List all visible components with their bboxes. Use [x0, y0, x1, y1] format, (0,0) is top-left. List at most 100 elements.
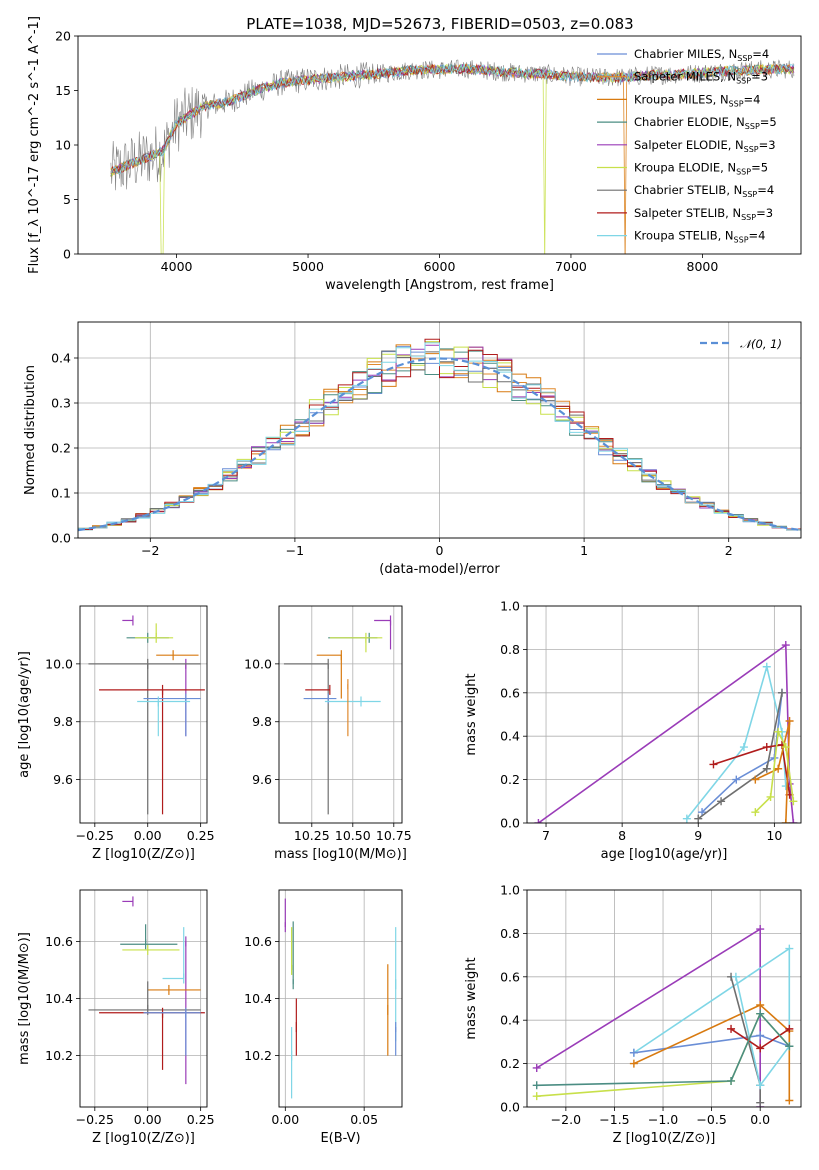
legend-subscript: SSP: [729, 99, 744, 108]
x-tick-label: −0.25: [76, 1112, 114, 1127]
series-line: [713, 743, 791, 795]
series-line: [701, 692, 783, 813]
axes-frame: [278, 605, 403, 824]
legend-entry: Kroupa STELIB, NSSP=4: [634, 229, 765, 245]
series-marker: [756, 925, 765, 934]
x-tick-label: 4000: [161, 259, 193, 274]
x-tick-label: −0.5: [696, 1112, 726, 1127]
series-marker: [777, 688, 786, 697]
panel-residuals: −2 −1 0 1 2 0.0 0.1 0.2 0.3 0.4 (data-model)/error…: [23, 321, 802, 577]
panel-age_vs_Z: −0.25 0.00 0.25 9.6 9.8 10.0 Z [log10(Z/Z⊙)] ag…: [17, 605, 215, 862]
x-tick-label: 10.25: [294, 828, 330, 843]
series-marker: [789, 819, 798, 823]
y-tick-label: 5: [63, 192, 71, 207]
legend-entry: Salpeter ELODIE, NSSP=3: [634, 138, 776, 154]
panel-spectrum: 4000 5000 6000 7000 8000 0 5 10 15 20 wavelength […: [27, 16, 802, 293]
x-tick-label: −1.0: [648, 1112, 678, 1127]
panel-massweight_vs_Z: −2.0 −1.5 −1.0 −0.5 0.0 0.0 0.2 0.4 0.6 0.8 1.0 Z […: [464, 883, 802, 1146]
series-marker: [756, 1009, 765, 1018]
x-axis-label: Z [log10(Z/Z⊙)]: [92, 1131, 195, 1146]
legend-subscript: SSP: [745, 122, 760, 131]
x-tick-label: 0.00: [134, 1112, 162, 1127]
legend-entry: 𝒩(0, 1): [740, 337, 782, 351]
series-marker: [762, 743, 771, 752]
x-tick-label: 0.00: [271, 1112, 299, 1127]
y-tick-label: 10.6: [244, 934, 272, 949]
y-tick-label: 0.8: [500, 926, 520, 941]
y-axis-label: mass weight: [464, 957, 479, 1039]
y-axis-label: mass [log10(M/M⊙)]: [17, 932, 32, 1065]
series-marker: [751, 775, 760, 784]
x-axis-label: (data-model)/error: [379, 562, 500, 577]
axes-frame: [79, 605, 208, 824]
axes-frame: [526, 889, 802, 1108]
series-marker: [781, 819, 790, 823]
series-marker: [727, 1024, 736, 1033]
x-tick-label: 9: [694, 828, 702, 843]
axes-frame: [77, 35, 802, 255]
series-marker: [774, 764, 783, 773]
y-tick-label: 9.6: [53, 772, 73, 787]
legend-entry: Chabrier MILES, NSSP=4: [634, 47, 769, 63]
x-tick-label: 8000: [687, 259, 719, 274]
series-marker: [717, 797, 726, 806]
legend-subscript: SSP: [737, 54, 752, 63]
x-axis-label: Z [log10(Z/Z⊙)]: [613, 1131, 716, 1146]
series-line: [697, 692, 783, 820]
series-marker: [682, 814, 691, 823]
x-tick-label: 2: [725, 543, 733, 558]
y-axis-label: mass weight: [464, 673, 479, 755]
y-tick-label: 9.8: [252, 714, 272, 729]
y-tick-label: 0.4: [500, 729, 520, 744]
x-tick-label: −1: [286, 543, 304, 558]
y-tick-label: 10.4: [244, 991, 272, 1006]
x-tick-label: 10.50: [335, 828, 371, 843]
legend-entry: Salpeter STELIB, NSSP=3: [634, 206, 773, 222]
series-marker: [756, 1001, 765, 1010]
plot-area: [88, 896, 205, 1085]
axes-frame: [79, 889, 208, 1108]
y-tick-label: 0.0: [500, 1100, 520, 1115]
x-tick-label: −1.5: [599, 1112, 629, 1127]
y-tick-label: 0.2: [51, 441, 71, 456]
legend-value: =4: [752, 47, 769, 61]
x-tick-label: 0.0: [750, 1112, 770, 1127]
figure-title: PLATE=1038, MJD=52673, FIBERID=0503, z=0…: [246, 15, 633, 33]
y-tick-label: 9.8: [53, 714, 73, 729]
x-tick-label: 7: [542, 828, 550, 843]
series-line: [730, 976, 762, 1103]
legend-value: =5: [751, 161, 768, 175]
series-marker: [785, 717, 794, 726]
y-tick-label: 0.2: [500, 772, 520, 787]
y-tick-label: 10.0: [45, 656, 73, 671]
plot-area: [534, 641, 798, 823]
series-marker: [785, 944, 794, 953]
series-marker: [534, 819, 543, 823]
y-tick-label: 15: [55, 83, 71, 98]
y-axis-label: Flux [f_λ 10^-17 erg cm^-2 s^-1 A^-1]: [27, 16, 42, 274]
plot-area: [110, 59, 795, 254]
series-line: [633, 1004, 791, 1101]
legend-value: =3: [759, 138, 776, 152]
x-tick-label: 0.05: [350, 1112, 378, 1127]
series-marker: [629, 1059, 638, 1068]
series-marker: [727, 1076, 736, 1085]
axes-frame: [278, 889, 403, 1108]
panel-mass_vs_ebv: 0.00 0.05 10.2 10.4 10.6 E(B-V): [244, 889, 403, 1146]
y-tick-label: 0.8: [500, 642, 520, 657]
y-tick-label: 0: [63, 247, 71, 262]
x-tick-label: −2.0: [551, 1112, 581, 1127]
y-tick-label: 0.4: [500, 1013, 520, 1028]
y-tick-label: 0.6: [500, 969, 520, 984]
y-tick-label: 10.4: [45, 991, 73, 1006]
legend-entry: Kroupa MILES, NSSP=4: [634, 92, 760, 108]
x-tick-label: 6000: [424, 259, 456, 274]
series-line: [735, 976, 790, 1088]
series-line: [536, 1012, 790, 1087]
legend-entry: Chabrier STELIB, NSSP=4: [634, 183, 774, 199]
x-tick-label: 0: [436, 543, 444, 558]
y-tick-label: 10.2: [244, 1048, 272, 1063]
x-axis-label: E(B-V): [320, 1131, 360, 1146]
series-marker: [766, 792, 775, 801]
